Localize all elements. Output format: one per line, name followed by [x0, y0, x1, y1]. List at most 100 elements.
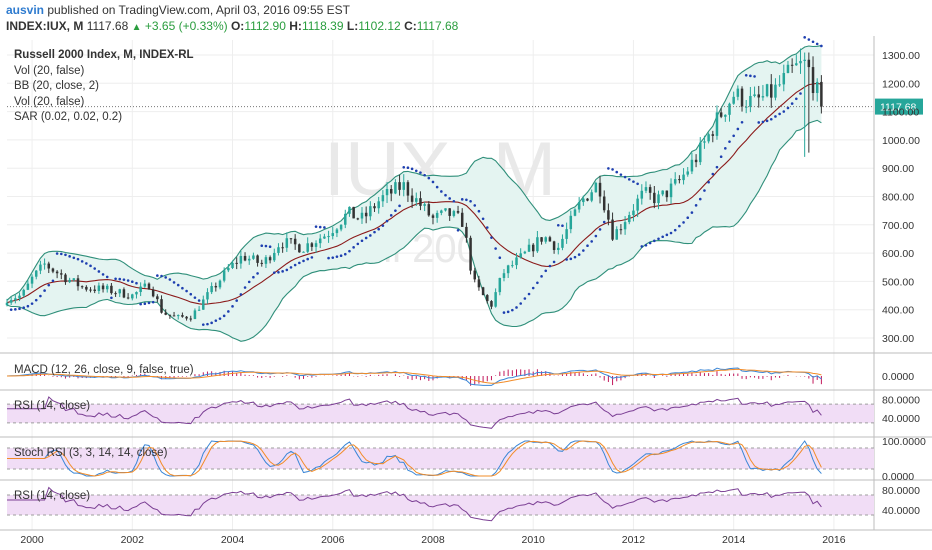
legend-vol-2[interactable]: Vol (20, false) — [14, 95, 85, 108]
legend-vol[interactable]: Vol (20, false) — [14, 64, 85, 77]
sar-dot — [485, 226, 489, 229]
candle-body — [389, 189, 393, 194]
sar-dot — [22, 306, 26, 310]
candle-body — [435, 212, 439, 218]
bollinger-basis — [6, 82, 822, 305]
sar-dot — [473, 204, 477, 207]
candle-body — [60, 273, 63, 275]
rsi-pane-2-label[interactable]: RSI (14, close) — [14, 490, 91, 502]
price-change: +3.65 (+0.33%) — [144, 19, 228, 33]
sar-dot — [732, 134, 735, 138]
sar-dot — [235, 299, 238, 302]
sar-dot — [227, 310, 230, 313]
candle-body — [519, 253, 522, 258]
candle-body — [356, 218, 360, 220]
sar-dot — [214, 319, 218, 322]
sar-dot — [373, 230, 376, 234]
candle-body — [93, 289, 96, 291]
rsi-pane-label[interactable]: RSI (14, close) — [14, 400, 91, 412]
candle-body — [632, 210, 635, 216]
sar-dot — [289, 266, 293, 269]
sar-dot — [719, 155, 723, 159]
candle-body — [277, 247, 280, 253]
sar-dot — [47, 283, 51, 287]
candle-body — [168, 314, 172, 316]
stoch-rsi-pane-label[interactable]: Stoch RSI (3, 3, 14, 14, close) — [14, 447, 168, 459]
candle-body — [410, 195, 414, 202]
sar-dot — [247, 280, 251, 284]
candle-body — [156, 296, 159, 300]
sar-dot — [736, 127, 740, 131]
candle-body — [131, 294, 134, 299]
x-tick-label: 2006 — [321, 534, 345, 546]
legend-bb[interactable]: BB (20, close, 2) — [14, 80, 100, 92]
sar-dot — [364, 236, 368, 240]
sar-dot — [724, 147, 727, 150]
candle-body — [314, 243, 318, 247]
candle-body — [281, 247, 284, 249]
sar-dot — [135, 281, 138, 285]
candle-body — [444, 208, 447, 211]
candle-body — [653, 192, 656, 204]
candle-body — [206, 292, 209, 300]
candle-body — [699, 142, 702, 163]
candle-body — [594, 182, 598, 193]
candle-body — [247, 258, 251, 261]
sar-dot — [523, 297, 527, 300]
sar-dot — [394, 209, 397, 212]
author-link[interactable]: ausvin — [6, 3, 45, 17]
legend-sar[interactable]: SAR (0.02, 0.02, 0.2) — [14, 111, 123, 123]
chart-canvas[interactable]: IUX, M Russell 2000 Index 1117.681300.00… — [0, 36, 932, 550]
sar-dot — [197, 299, 201, 302]
sar-dot — [498, 256, 502, 260]
sar-dot — [665, 233, 669, 237]
candle-body — [757, 94, 760, 98]
rsi-pane-2-tick-low: 40.0000 — [882, 505, 920, 517]
candle-body — [602, 196, 606, 211]
sar-dot — [410, 167, 414, 171]
candle-body — [561, 238, 564, 248]
sar-dot — [636, 182, 639, 186]
sar-dot — [114, 277, 117, 281]
sar-dot — [494, 247, 497, 250]
sar-dot — [206, 322, 209, 326]
sar-dot — [268, 245, 272, 249]
sar-dot — [744, 73, 748, 77]
sar-dot — [369, 234, 372, 237]
sar-dot — [440, 190, 443, 193]
candle-body — [373, 206, 376, 209]
sar-dot — [126, 279, 130, 282]
sar-dot — [89, 264, 92, 268]
candle-body — [139, 286, 142, 293]
main-legend: Russell 2000 Index, M, INDEX-RL Vol (20,… — [14, 48, 194, 126]
candle-body — [43, 263, 46, 265]
candle-body — [126, 297, 130, 299]
low-value: 1102.12 — [358, 19, 401, 33]
stoch-k-line — [7, 440, 822, 477]
sar-dot — [26, 304, 30, 308]
macd-pane-label[interactable]: MACD (12, 26, close, 9, false, true) — [14, 364, 194, 376]
sar-dot — [502, 311, 506, 314]
candle-body — [218, 280, 222, 288]
candle-body — [101, 285, 105, 290]
sar-dot — [335, 255, 339, 258]
candle-body — [515, 257, 518, 266]
candle-body — [644, 187, 648, 191]
candle-body — [577, 202, 581, 210]
candle-body — [598, 182, 602, 197]
high-value: 1118.39 — [301, 19, 344, 33]
x-tick-label: 2010 — [522, 534, 546, 546]
candle-body — [761, 96, 765, 98]
sar-dot — [740, 120, 744, 124]
sar-dot — [757, 121, 761, 124]
sar-dot — [786, 106, 790, 110]
candle-body — [573, 209, 577, 216]
candle-body — [774, 84, 777, 98]
candle-body — [619, 229, 623, 231]
sar-dot — [51, 279, 55, 283]
candle-body — [648, 187, 652, 193]
candle-body — [252, 255, 255, 259]
candle-body — [582, 198, 585, 203]
sar-dot — [264, 244, 268, 248]
up-triangle-icon: ▲ — [131, 22, 142, 33]
